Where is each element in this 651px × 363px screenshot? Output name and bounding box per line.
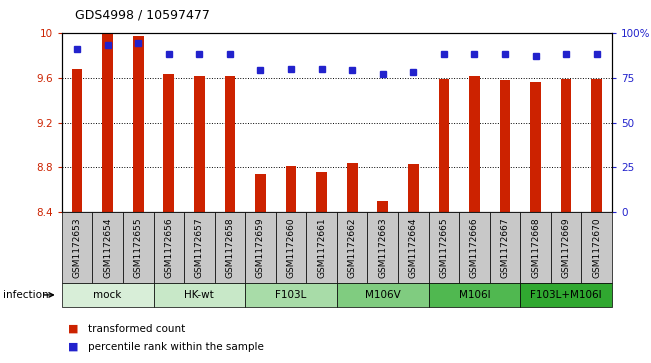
- Text: GSM1172669: GSM1172669: [562, 217, 570, 278]
- Text: infection: infection: [3, 290, 49, 300]
- Text: GSM1172660: GSM1172660: [286, 217, 296, 278]
- Bar: [337, 212, 367, 283]
- Bar: [123, 212, 154, 283]
- Text: GSM1172666: GSM1172666: [470, 217, 479, 278]
- Text: F103L+M106I: F103L+M106I: [531, 290, 602, 300]
- Text: transformed count: transformed count: [88, 323, 185, 334]
- Text: GSM1172656: GSM1172656: [164, 217, 173, 278]
- Bar: [307, 212, 337, 283]
- Bar: [154, 283, 245, 307]
- Bar: [62, 212, 92, 283]
- Text: GSM1172664: GSM1172664: [409, 217, 418, 278]
- Bar: [184, 212, 215, 283]
- Bar: [490, 212, 520, 283]
- Bar: [530, 82, 541, 212]
- Text: GSM1172659: GSM1172659: [256, 217, 265, 278]
- Bar: [428, 212, 459, 283]
- Bar: [469, 77, 480, 212]
- Bar: [62, 283, 154, 307]
- Text: F103L: F103L: [275, 290, 307, 300]
- Bar: [316, 172, 327, 212]
- Text: GSM1172655: GSM1172655: [133, 217, 143, 278]
- Bar: [225, 77, 235, 212]
- Text: GSM1172663: GSM1172663: [378, 217, 387, 278]
- Bar: [581, 212, 612, 283]
- Bar: [499, 80, 510, 212]
- Text: GSM1172667: GSM1172667: [501, 217, 510, 278]
- Text: GSM1172670: GSM1172670: [592, 217, 601, 278]
- Bar: [215, 212, 245, 283]
- Bar: [92, 212, 123, 283]
- Text: mock: mock: [94, 290, 122, 300]
- Text: GSM1172658: GSM1172658: [225, 217, 234, 278]
- Bar: [276, 212, 307, 283]
- Bar: [378, 201, 388, 212]
- Text: GDS4998 / 10597477: GDS4998 / 10597477: [75, 9, 210, 22]
- Bar: [154, 212, 184, 283]
- Text: GSM1172657: GSM1172657: [195, 217, 204, 278]
- Text: GSM1172668: GSM1172668: [531, 217, 540, 278]
- Bar: [163, 74, 174, 212]
- Bar: [561, 79, 572, 212]
- Text: GSM1172654: GSM1172654: [104, 217, 112, 278]
- Text: percentile rank within the sample: percentile rank within the sample: [88, 342, 264, 352]
- Text: GSM1172661: GSM1172661: [317, 217, 326, 278]
- Bar: [245, 283, 337, 307]
- Text: M106V: M106V: [365, 290, 400, 300]
- Text: HK-wt: HK-wt: [184, 290, 214, 300]
- Bar: [591, 79, 602, 212]
- Text: GSM1172662: GSM1172662: [348, 217, 357, 278]
- Bar: [428, 283, 520, 307]
- Bar: [72, 69, 83, 212]
- Bar: [459, 212, 490, 283]
- Bar: [520, 283, 612, 307]
- Bar: [102, 33, 113, 212]
- Bar: [286, 166, 296, 212]
- Text: ■: ■: [68, 323, 79, 334]
- Bar: [551, 212, 581, 283]
- Bar: [194, 77, 204, 212]
- Text: M106I: M106I: [458, 290, 490, 300]
- Bar: [347, 163, 357, 212]
- Text: ■: ■: [68, 342, 79, 352]
- Bar: [337, 283, 428, 307]
- Bar: [439, 79, 449, 212]
- Bar: [255, 174, 266, 212]
- Bar: [367, 212, 398, 283]
- Text: GSM1172665: GSM1172665: [439, 217, 449, 278]
- Bar: [245, 212, 276, 283]
- Bar: [520, 212, 551, 283]
- Bar: [133, 36, 144, 212]
- Bar: [398, 212, 428, 283]
- Bar: [408, 164, 419, 212]
- Text: GSM1172653: GSM1172653: [73, 217, 81, 278]
